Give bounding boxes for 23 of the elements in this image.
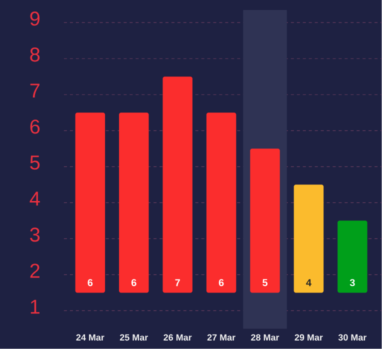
- data-label: 6: [88, 279, 93, 286]
- y-tick-label: 1: [30, 300, 40, 314]
- x-tick-label: 26 Mar: [164, 334, 192, 341]
- y-tick-label: 2: [30, 264, 40, 278]
- data-label: 3: [350, 279, 355, 286]
- x-tick-label: 24 Mar: [76, 334, 104, 341]
- y-tick-label: 9: [30, 12, 40, 26]
- data-label: 6: [218, 279, 224, 286]
- y-tick-label: 8: [30, 48, 40, 62]
- data-label: 7: [175, 279, 180, 286]
- x-tick-label: 30 Mar: [338, 334, 367, 341]
- data-label: 6: [131, 279, 136, 286]
- data-label: 4: [306, 279, 312, 286]
- y-tick-label: 7: [30, 84, 40, 98]
- data-label: 5: [262, 279, 268, 286]
- x-tick-label: 28 Mar: [251, 334, 280, 341]
- x-tick-label: 27 Mar: [207, 334, 236, 341]
- x-tick-label: 25 Mar: [120, 334, 148, 341]
- y-tick-label: 3: [30, 228, 40, 242]
- y-tick-label: 6: [30, 120, 40, 134]
- y-tick-label: 4: [30, 192, 40, 206]
- x-tick-label: 29 Mar: [294, 334, 323, 341]
- y-tick-label: 5: [30, 156, 40, 170]
